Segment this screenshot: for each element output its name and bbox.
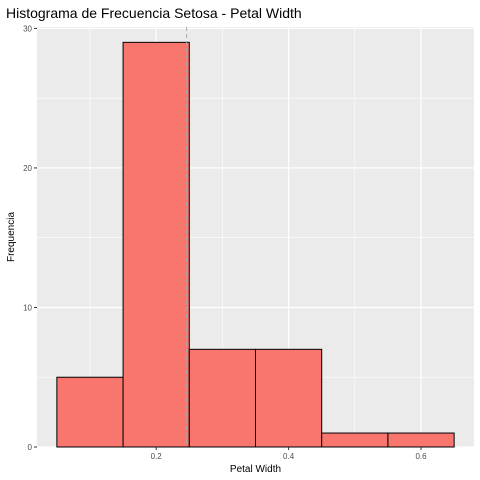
bars — [56, 41, 455, 448]
chart-title: Histograma de Frecuencia Setosa - Petal … — [6, 5, 302, 21]
x-axis-title: Petal Width — [230, 464, 281, 475]
y-tick-label: 30 — [23, 24, 32, 33]
y-tick-label: 0 — [28, 443, 33, 452]
x-tick-label: 0.6 — [415, 452, 427, 461]
x-tick-label: 0.4 — [283, 452, 295, 461]
y-axis-title: Frequencia — [6, 212, 17, 262]
histogram-bar-4 — [255, 348, 323, 448]
y-tick-label: 10 — [23, 303, 32, 312]
x-tick-label: 0.2 — [151, 452, 163, 461]
histogram-bar-1 — [56, 376, 124, 448]
axis-ticks: 0.2 0.4 0.6 0 10 20 30 — [23, 24, 427, 461]
histogram-bar-6 — [387, 432, 455, 448]
y-tick-label: 20 — [23, 164, 32, 173]
histogram-bar-2 — [122, 41, 190, 448]
histogram-bar-3 — [188, 348, 256, 448]
histogram-bar-5 — [321, 432, 389, 448]
